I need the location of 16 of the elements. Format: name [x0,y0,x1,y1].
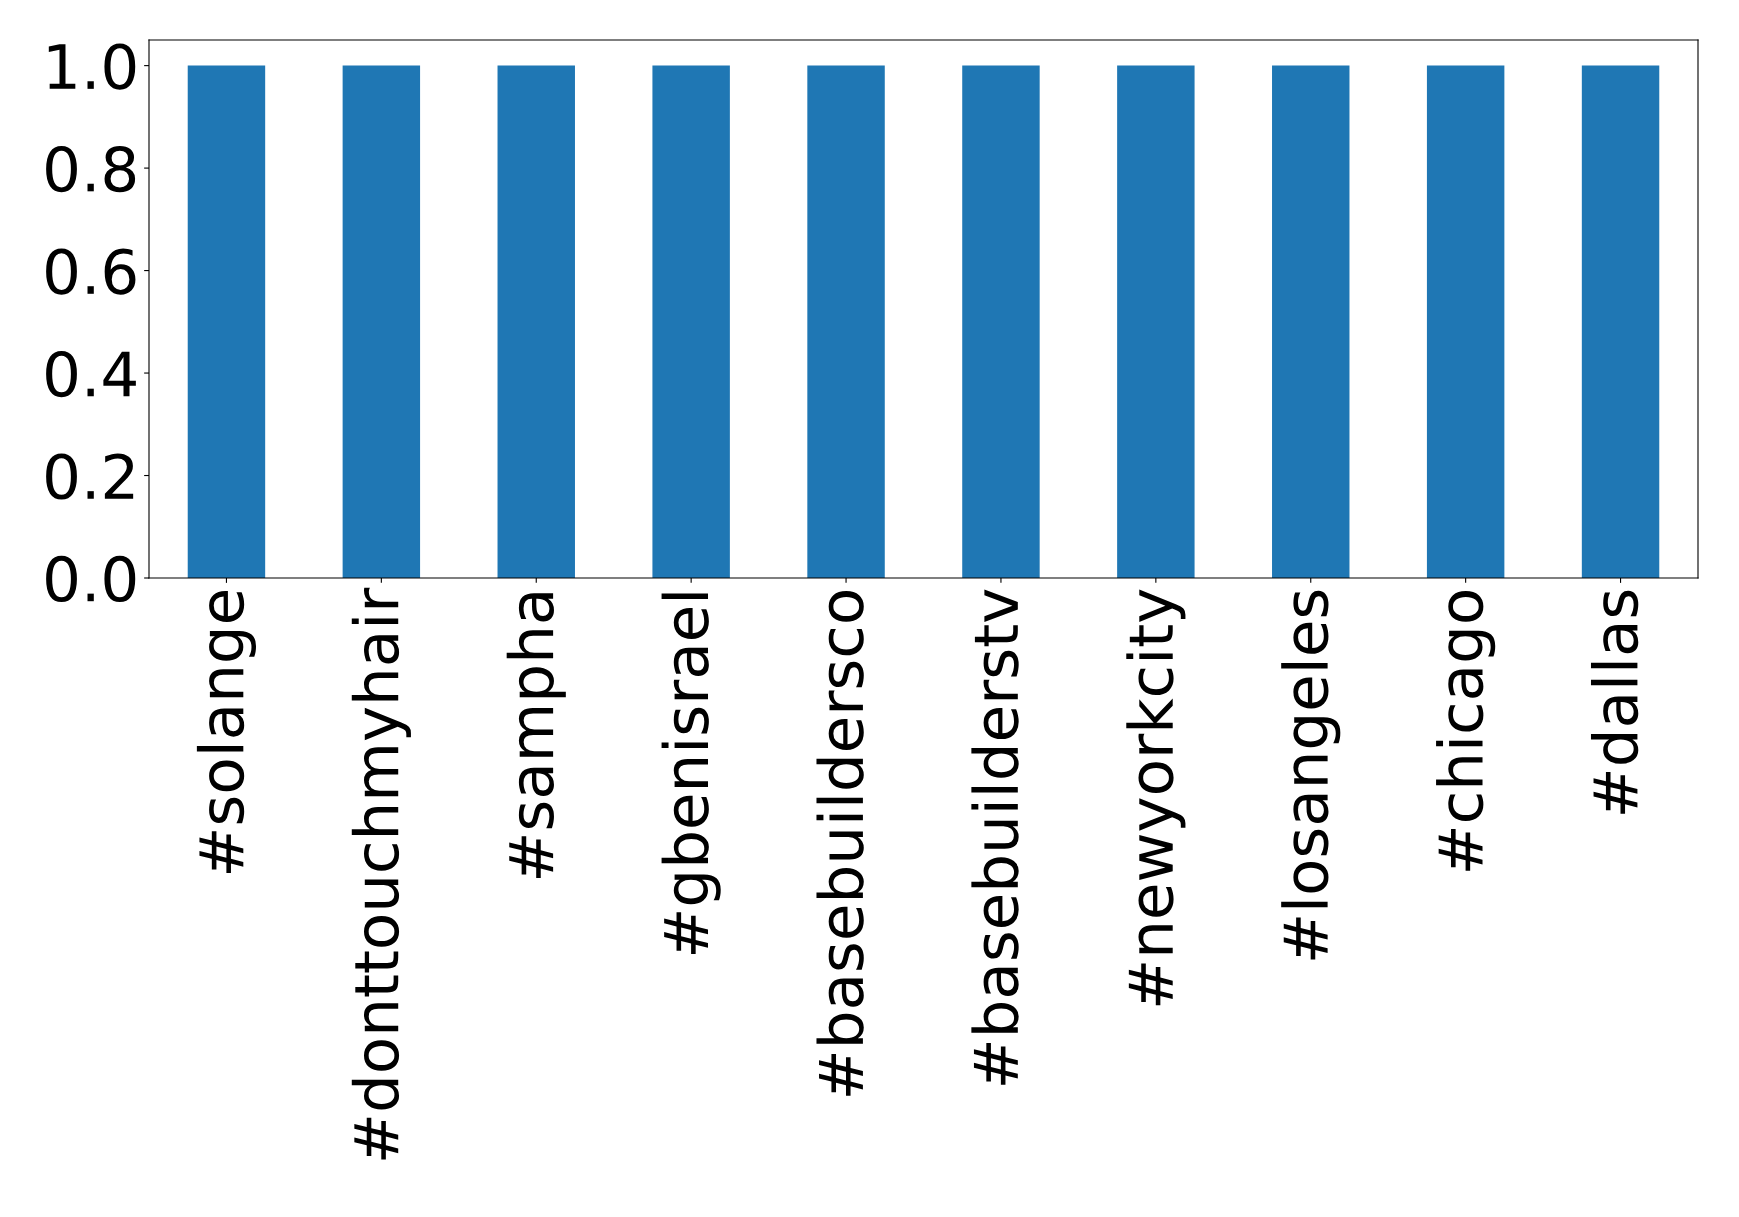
x-tick-label: #gbenisrael [661,593,721,955]
x-tick-label: #chicago [1436,591,1496,871]
x-tick-label: #sampha [506,593,566,878]
x-tick-label: #losangeles [1281,590,1341,960]
y-tick-label: 1.0 [48,43,136,90]
y-tick-label: 0.4 [46,350,136,398]
y-tick-label: 0.2 [46,453,134,500]
x-tick-label: #newyorkcity [1126,589,1186,1006]
x-tick-label: #basebuilderstv [971,589,1019,1085]
x-tick-label: #dallas [1590,590,1639,814]
x-tick-label: #donttouchmyhair [351,587,411,1160]
x-tick-label: #solange [196,590,257,873]
y-tick-label: 0.6 [46,248,136,295]
x-tick-label: #basebuildersco [816,591,864,1096]
y-tick-label: 0.8 [46,145,136,193]
y-tick-label: 0.0 [46,555,136,603]
